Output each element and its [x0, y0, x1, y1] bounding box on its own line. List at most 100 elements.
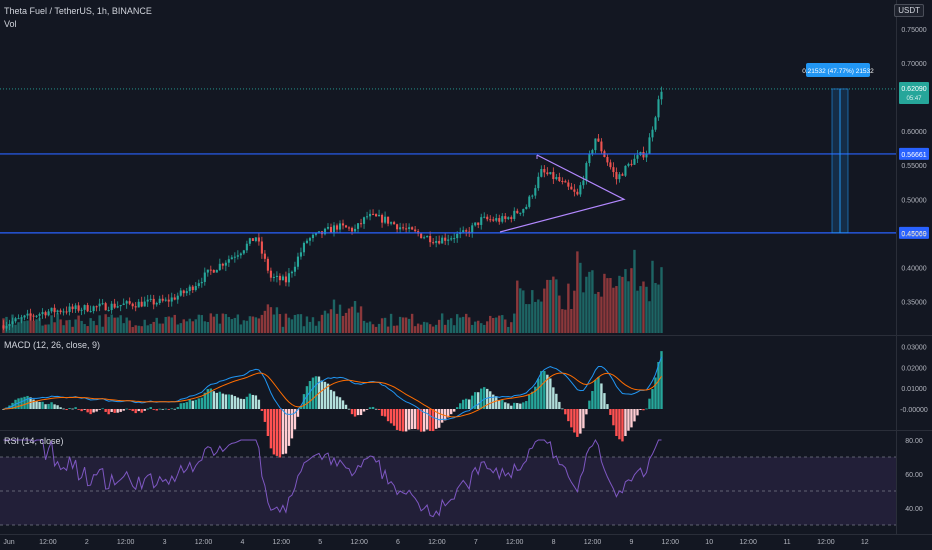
symbol-title[interactable]: Theta Fuel / TetherUS, 1h, BINANCE [4, 6, 152, 16]
macd-histogram-bar [284, 409, 288, 454]
volume-bar [227, 317, 231, 333]
volume-bar [395, 325, 399, 333]
candle-body [281, 276, 284, 281]
macd-histogram-bar [257, 399, 261, 409]
candle-body [296, 256, 299, 267]
vol-label[interactable]: Vol [4, 19, 17, 29]
macd-histogram-bar [176, 407, 179, 409]
macd-histogram-bar [89, 409, 92, 415]
time-tick-label: 12 [861, 539, 869, 546]
macd-histogram-bar [654, 377, 657, 409]
macd-histogram-bar [410, 409, 414, 430]
volume-bar [122, 323, 125, 333]
macd-histogram-bar [380, 409, 384, 416]
candle-body [453, 238, 456, 240]
volume-bar [92, 320, 95, 333]
rsi-label[interactable]: RSI (14, close) [4, 436, 64, 446]
candle-body [594, 138, 597, 151]
macd-histogram-bar [338, 397, 342, 409]
volume-bar [89, 318, 92, 333]
candle-body [471, 225, 474, 234]
macd-histogram-bar [392, 409, 396, 426]
macd-histogram-bar [440, 409, 444, 423]
horizontal-lines[interactable]: 0.56661 0.45069 0.62090 05:47 [0, 81, 929, 239]
measure-tool[interactable]: 0.21532 (47.77%) 21532 [802, 63, 874, 234]
candle-body [480, 217, 483, 225]
macd-histogram-bar [401, 409, 405, 432]
volume-bar [525, 304, 528, 333]
volume-bar [558, 295, 561, 333]
macd-histogram-bar [507, 403, 510, 409]
volume-bar [257, 318, 261, 333]
volume-bar [236, 314, 240, 333]
macd-histogram-bar [260, 409, 264, 411]
rsi-tick-label: 80.00 [905, 438, 923, 445]
volume-bar [389, 313, 393, 333]
volume-bar [233, 317, 237, 333]
volume-bar [633, 249, 636, 333]
macd-histogram-bar [591, 391, 594, 409]
candle-body [182, 290, 185, 294]
macd-histogram-bar [642, 409, 645, 411]
volume-bar [191, 321, 194, 333]
macd-label[interactable]: MACD (12, 26, close, 9) [4, 340, 101, 350]
candle-body [227, 259, 230, 263]
measure-label-bg [806, 63, 870, 77]
volume-bar [461, 316, 465, 333]
volume-bar [552, 276, 555, 333]
macd-histogram-bar [140, 409, 143, 413]
volume-bar [287, 317, 291, 333]
candle-body [645, 153, 648, 158]
volume-bar [101, 326, 104, 333]
volume-bar [170, 317, 173, 333]
candle-body [137, 301, 140, 308]
macd-histogram-bar [110, 409, 113, 412]
macd-histogram-bar [525, 401, 528, 409]
volume-bar [446, 319, 450, 333]
volume-bar [176, 324, 179, 333]
price-tick-label: 0.70000 [901, 61, 926, 68]
volume-bar [537, 299, 540, 333]
candle-body [654, 117, 657, 130]
macd-histogram-bar [495, 396, 498, 409]
volume-bar [495, 317, 498, 333]
macd-histogram-bar [531, 391, 534, 409]
candle-body [59, 310, 62, 313]
candle-body [308, 238, 312, 241]
macd-histogram-bar [513, 402, 516, 409]
volume-bar [317, 321, 321, 333]
candle-body [621, 174, 624, 176]
candle-body [125, 301, 128, 304]
macd-histogram-bar [585, 409, 588, 415]
macd-histogram-bar [603, 393, 606, 409]
volume-bar [564, 309, 567, 333]
macd-histogram-bar [212, 391, 216, 409]
macd-histogram-bar [125, 408, 128, 410]
candle-body [432, 242, 435, 244]
candle-body [248, 238, 251, 244]
triangle-line [499, 154, 626, 233]
candle-body [26, 313, 29, 316]
volume-bar [615, 286, 618, 333]
time-tick-label: 12:00 [350, 539, 368, 546]
candle-body [612, 167, 615, 173]
volume-bar [143, 319, 146, 333]
time-tick-label: 12:00 [739, 539, 757, 546]
macd-histogram-bar [194, 399, 197, 409]
measure-label: 0.21532 (47.77%) 21532 [802, 68, 874, 75]
triangle-drawing[interactable] [499, 154, 626, 233]
macd-histogram-bar [119, 409, 122, 412]
macd-pane [2, 351, 663, 458]
macd-histogram-bar [630, 409, 633, 428]
candle-body [543, 169, 546, 173]
macd-histogram-bar [329, 389, 333, 409]
currency-button[interactable]: USDT [894, 4, 924, 17]
macd-histogram-bar [407, 409, 411, 430]
volume-bar [263, 310, 267, 333]
volume-bar [281, 326, 285, 333]
candle-body [65, 311, 68, 313]
macd-histogram-bar [245, 396, 249, 409]
volume-bar [185, 321, 188, 333]
volume-bar [95, 325, 98, 333]
